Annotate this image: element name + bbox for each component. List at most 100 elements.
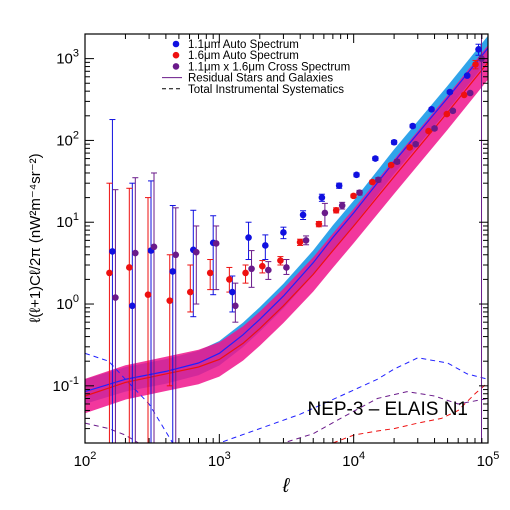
y-tick-label: 103 (56, 48, 79, 68)
data-point (106, 269, 113, 277)
y-tick-label-exponent: 0 (73, 293, 79, 305)
data-point (245, 234, 252, 241)
data-point (475, 46, 482, 53)
x-tick-label-base: 10 (74, 453, 91, 470)
data-point (449, 107, 457, 115)
data-point (369, 178, 376, 186)
data-point (109, 248, 116, 255)
x-tick-label-exponent: 5 (493, 450, 499, 462)
legend-marker (172, 51, 180, 59)
data-point (112, 294, 119, 301)
data-point (248, 265, 255, 273)
y-tick-label: 102 (56, 129, 79, 149)
data-point (338, 202, 346, 209)
y-tick-label-base: 10 (56, 296, 73, 313)
data-point (332, 206, 340, 214)
y-tick-label: 100 (56, 293, 79, 313)
y-tick-label-base: 10 (56, 132, 73, 149)
y-axis-title: ℓ(ℓ+1)Cℓ/2π (nW²m⁻⁴sr⁻²) (27, 153, 44, 322)
data-point (262, 242, 269, 249)
data-point (192, 248, 200, 256)
data-point (356, 189, 363, 196)
data-point (472, 61, 479, 68)
data-point (169, 268, 177, 275)
x-tick-label: 104 (342, 450, 365, 470)
data-point (126, 264, 133, 271)
data-point (166, 297, 174, 304)
legend-label: Total Instrumental Systematics (188, 84, 344, 96)
data-point (409, 122, 416, 130)
x-tick-label-base: 10 (342, 453, 359, 470)
data-point (460, 91, 468, 99)
data-point (242, 269, 249, 277)
y-tick-label: 101 (56, 211, 79, 231)
x-axis-title: ℓ (282, 475, 291, 497)
data-point (277, 257, 284, 264)
field-label: NEP-3 – ELAIS N1 (307, 399, 468, 420)
data-point (350, 192, 357, 200)
data-point (212, 240, 220, 247)
data-point (265, 266, 272, 274)
data-point (229, 288, 236, 296)
data-point (353, 171, 360, 179)
data-point (372, 155, 379, 162)
legend-marker (172, 40, 180, 48)
x-tick-label: 103 (208, 450, 231, 470)
y-tick-label-exponent: 2 (73, 129, 79, 141)
data-point (302, 237, 310, 244)
y-tick-label: 10-1 (53, 375, 79, 395)
y-tick-label-base: 10 (53, 378, 70, 395)
data-point (428, 106, 435, 113)
plot-frame (84, 33, 489, 444)
x-tick-label-exponent: 2 (90, 450, 96, 462)
y-tick-label-base: 10 (56, 214, 73, 231)
data-point (425, 127, 432, 135)
x-tick-label: 102 (74, 450, 97, 470)
data-point (406, 144, 413, 151)
data-point (321, 209, 329, 217)
data-point (318, 194, 326, 201)
data-point (283, 264, 290, 271)
legend-label: 1.6μm Auto Spectrum (188, 50, 299, 62)
systematics-line-1 (85, 352, 488, 443)
y-tick-label-exponent: 1 (73, 211, 79, 223)
data-point (335, 182, 343, 189)
data-point (431, 125, 438, 132)
data-point (466, 89, 474, 97)
data-point (446, 88, 454, 96)
x-tick-label: 105 (477, 450, 500, 470)
data-point (299, 211, 307, 219)
legend-label: 1.1μm Auto Spectrum (188, 39, 299, 51)
data-point (129, 302, 136, 310)
legend-label: Residual Stars and Galaxies (188, 73, 333, 85)
data-point (412, 140, 419, 148)
x-tick-label-exponent: 3 (225, 450, 231, 462)
data-point (132, 249, 139, 257)
model-line-2 (85, 62, 488, 397)
data-point (206, 269, 214, 277)
model-line-1 (85, 47, 488, 393)
data-point (463, 72, 471, 79)
data-point (393, 158, 401, 165)
data-point (172, 251, 180, 259)
systematics-line-2 (332, 382, 488, 443)
data-point (226, 276, 233, 283)
x-tick-label-base: 10 (208, 453, 225, 470)
data-point (315, 220, 323, 228)
data-point (375, 176, 382, 184)
data-point (232, 302, 239, 310)
y-tick-label-exponent: 3 (73, 48, 79, 60)
data-point (390, 138, 398, 146)
data-point (259, 262, 266, 270)
data-point (150, 243, 158, 251)
data-point (186, 288, 194, 296)
x-tick-label-base: 10 (477, 453, 494, 470)
data-point (443, 110, 451, 118)
y-tick-label-exponent: -1 (69, 375, 79, 387)
data-point (296, 238, 304, 246)
data-point (280, 229, 287, 236)
systematics-line-3 (85, 391, 488, 443)
